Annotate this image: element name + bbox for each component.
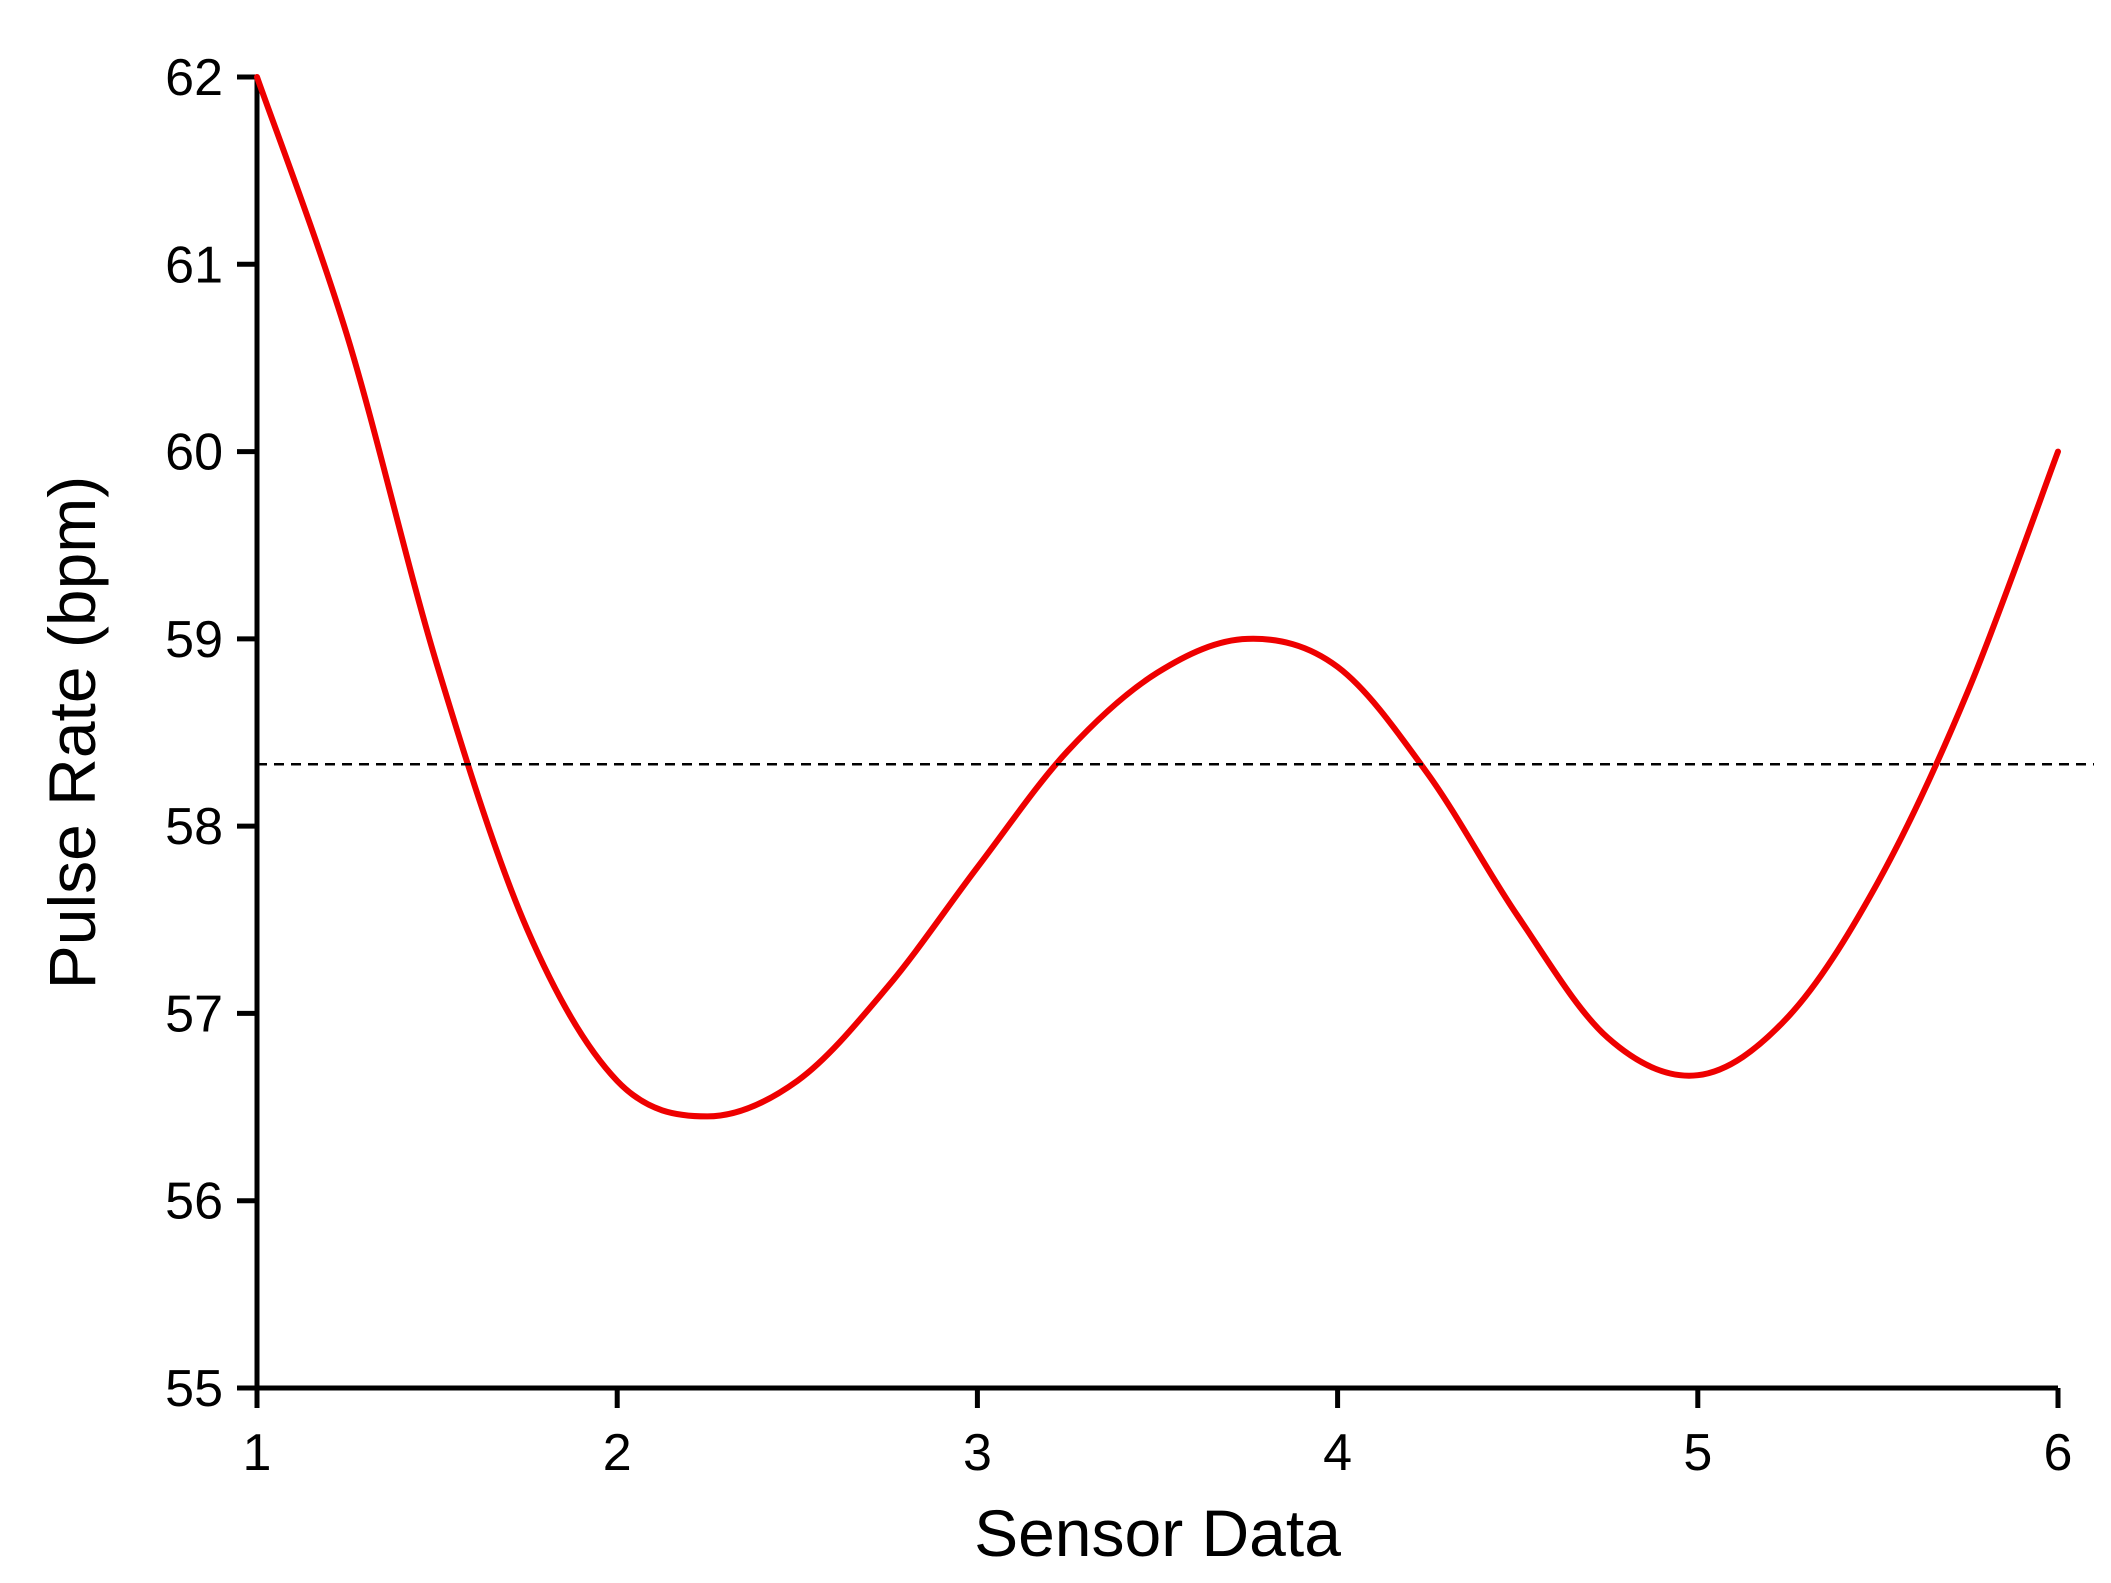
y-tick-label: 60	[165, 424, 223, 482]
x-tick-label: 3	[963, 1424, 992, 1482]
y-tick-label: 55	[165, 1360, 223, 1418]
y-tick-label: 56	[165, 1173, 223, 1231]
y-tick-label: 62	[165, 49, 223, 107]
x-tick-label: 2	[603, 1424, 632, 1482]
x-tick-label: 6	[2044, 1424, 2073, 1482]
pulse-rate-line	[254, 74, 2061, 1120]
y-tick-label: 57	[165, 985, 223, 1043]
y-tick-label: 59	[165, 611, 223, 669]
series-layer	[254, 74, 2094, 1120]
y-axis-title: Pulse Rate (bpm)	[35, 476, 109, 990]
x-tick-label: 5	[1683, 1424, 1712, 1482]
y-tick-label: 61	[165, 236, 223, 294]
y-tick-label: 58	[165, 798, 223, 856]
x-axis-ticks: 1 2 3 4 5 6	[243, 1388, 2073, 1482]
x-tick-label: 1	[243, 1424, 272, 1482]
x-axis-title: Sensor Data	[974, 1496, 1341, 1570]
x-tick-label: 4	[1323, 1424, 1352, 1482]
y-axis-ticks: 55 56 57 58 59 60 61 62	[165, 49, 257, 1418]
